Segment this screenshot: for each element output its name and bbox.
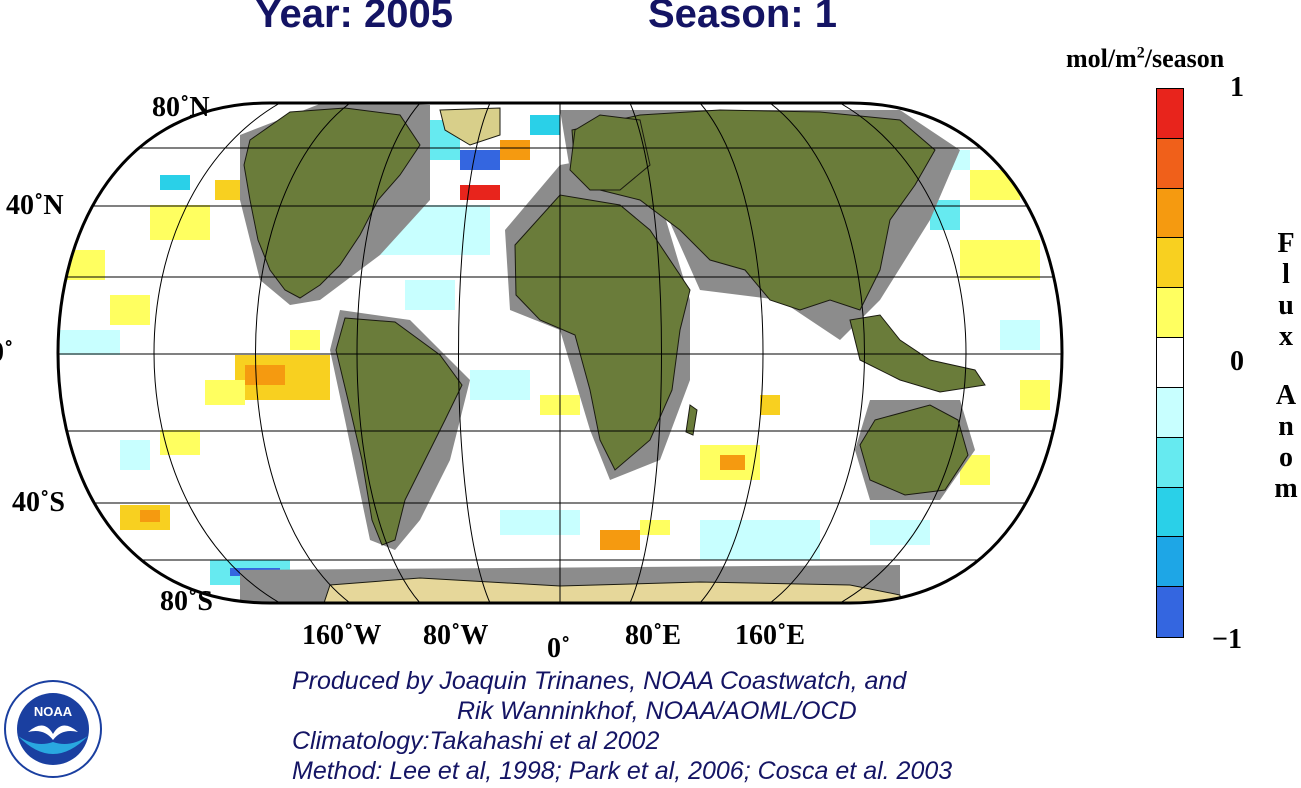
legend-vertical-letter: F — [1277, 228, 1295, 259]
graticule — [58, 103, 1062, 603]
lat-label-40s: 40˚S — [12, 487, 65, 518]
legend-bin — [1157, 89, 1183, 139]
credit-line-4: Method: Lee et al, 1998; Park et al, 200… — [292, 757, 953, 785]
color-scale-bar — [1156, 88, 1184, 638]
lon-label-80e: 80˚E — [625, 620, 681, 651]
legend-unit: mol/m2/season — [1066, 44, 1225, 73]
legend-vertical-letter: u — [1278, 290, 1294, 321]
antarctica — [319, 577, 901, 603]
legend-vertical-letter: o — [1279, 442, 1293, 473]
europe — [569, 114, 651, 191]
legend-bin — [1157, 537, 1183, 588]
map-frame — [56, 101, 1064, 605]
africa — [514, 194, 691, 471]
legend-vertical-letter: l — [1282, 259, 1290, 290]
legend-bin — [1157, 487, 1183, 538]
lon-label-160w: 160˚W — [302, 620, 382, 651]
lat-label-40n: 40˚N — [6, 190, 64, 221]
australia — [859, 404, 969, 496]
legend-vertical-letter: m — [1274, 473, 1298, 504]
lon-label-160e: 160˚E — [735, 620, 805, 651]
noaa-logo: NOAA — [4, 680, 102, 778]
legend-bin — [1157, 288, 1183, 339]
legend-mid-label: 0 — [1230, 346, 1244, 377]
logo-text: NOAA — [34, 704, 73, 719]
legend-bin — [1157, 387, 1183, 438]
legend-vertical-letter: x — [1279, 321, 1293, 352]
credits: Produced by Joaquin Trinanes, NOAA Coast… — [292, 666, 952, 786]
legend-bin — [1157, 238, 1183, 289]
legend-bin — [1157, 188, 1183, 239]
credit-line-2: Rik Wanninkhof, NOAA/AOML/OCD — [457, 697, 857, 725]
credit-line-3: Climatology:Takahashi et al 2002 — [292, 727, 660, 755]
lon-label-80w: 80˚W — [423, 620, 489, 651]
title-season: Season: 1 — [648, 0, 837, 36]
lat-label-80n: 80˚N — [152, 92, 210, 123]
credit-line-1: Produced by Joaquin Trinanes, NOAA Coast… — [292, 667, 907, 695]
legend-bin — [1157, 587, 1183, 637]
legend-bin — [1157, 338, 1183, 388]
legend-vertical-letter: A — [1275, 380, 1297, 411]
legend-min-label: −1 — [1212, 624, 1242, 655]
eurasia — [571, 109, 936, 311]
north-america — [243, 107, 421, 299]
title-year: Year: 2005 — [255, 0, 453, 36]
madagascar — [685, 404, 698, 436]
legend-bin — [1157, 138, 1183, 189]
legend-max-label: 1 — [1230, 72, 1244, 103]
legend-vertical-letter: n — [1278, 411, 1294, 442]
lat-label-0: 0˚ — [0, 337, 14, 368]
lat-label-80s: 80˚S — [160, 586, 213, 617]
lon-label-0: 0˚ — [547, 633, 571, 664]
legend-bin — [1157, 437, 1183, 488]
